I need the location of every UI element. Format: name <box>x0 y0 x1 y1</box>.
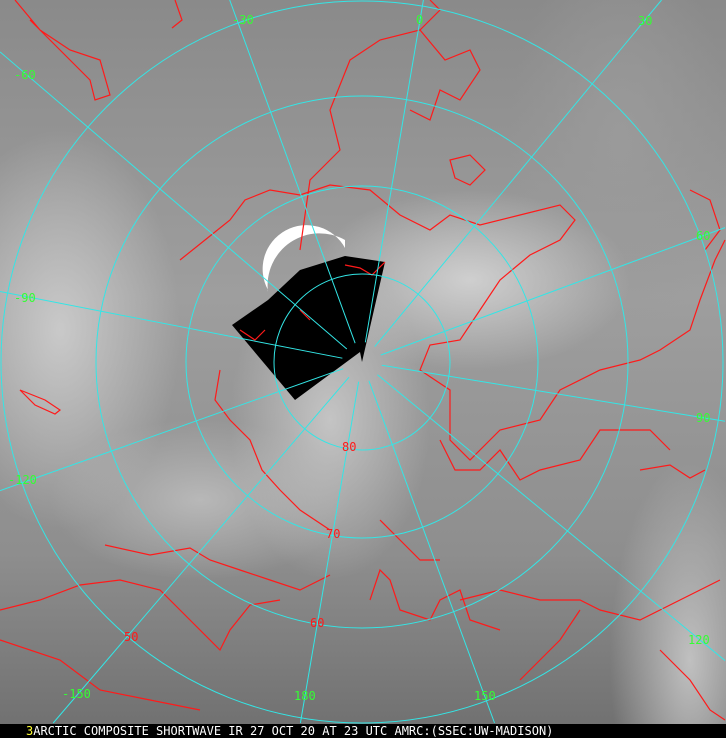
lat-label: 50 <box>124 630 138 644</box>
meridian-line <box>0 291 343 359</box>
latitude-labels: 80 70 60 50 <box>124 440 356 644</box>
meridian-line <box>380 227 726 356</box>
meridian-line <box>52 376 350 724</box>
meridian-line <box>377 374 726 661</box>
meridian-line <box>364 0 424 343</box>
latitude-circles <box>0 0 724 724</box>
lon-label: -30 <box>232 13 254 27</box>
image-caption: 3ARCTIC COMPOSITE SHORTWAVE IR 27 OCT 20… <box>0 724 726 738</box>
meridian-line <box>0 51 348 350</box>
longitude-labels: -30 0 30 -60 60 -90 90 -120 120 -150 180… <box>8 13 710 703</box>
lat-label: 80 <box>342 440 356 454</box>
caption-text: ARCTIC COMPOSITE SHORTWAVE IR 27 OCT 20 … <box>33 724 554 738</box>
meridian-line <box>229 0 356 344</box>
lon-label: -90 <box>14 291 36 305</box>
meridian-line <box>0 368 344 492</box>
lat-label: 70 <box>326 527 340 541</box>
meridian-line <box>374 0 662 347</box>
meridian-line <box>381 364 726 422</box>
caption-number: 3 <box>26 724 34 738</box>
lon-label: -60 <box>14 68 36 82</box>
meridian-line <box>368 380 496 724</box>
lon-label: 60 <box>696 229 710 243</box>
lon-label: 180 <box>294 689 316 703</box>
lon-label: 150 <box>474 689 496 703</box>
lon-label: -150 <box>62 687 91 701</box>
meridian-line <box>299 381 360 724</box>
lat-label: 60 <box>310 616 324 630</box>
lon-label: 90 <box>696 411 710 425</box>
no-data-wedge <box>232 225 385 400</box>
lon-label: 30 <box>638 14 652 28</box>
coastlines <box>0 0 726 721</box>
lon-label: -120 <box>8 473 37 487</box>
lon-label: 120 <box>688 633 710 647</box>
lon-label: 0 <box>416 13 423 27</box>
